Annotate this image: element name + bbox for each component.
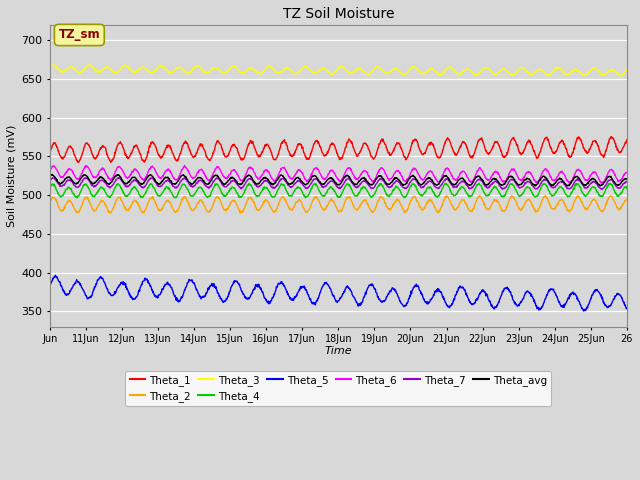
- Theta_4: [161, 187, 168, 192]
- Theta_3: [239, 70, 247, 76]
- Theta_4: [475, 180, 483, 186]
- Theta_7: [161, 180, 168, 185]
- Theta_1: [74, 159, 82, 165]
- Theta_avg: [555, 176, 563, 182]
- Theta_6: [504, 174, 511, 180]
- Theta_5: [623, 305, 630, 311]
- Theta_1: [46, 150, 54, 156]
- Theta_4: [429, 188, 436, 193]
- Theta_5: [504, 286, 511, 292]
- Theta_1: [429, 142, 436, 147]
- Theta_6: [598, 180, 605, 186]
- Theta_5: [429, 295, 436, 300]
- Theta_avg: [504, 176, 511, 182]
- Line: Theta_avg: Theta_avg: [50, 174, 627, 186]
- Theta_6: [429, 170, 436, 176]
- Theta_6: [160, 170, 168, 176]
- Theta_7: [623, 179, 630, 185]
- Theta_avg: [49, 171, 56, 177]
- Theta_2: [541, 193, 549, 199]
- Theta_1: [623, 137, 630, 143]
- Theta_2: [623, 196, 630, 202]
- Theta_4: [74, 195, 81, 201]
- Theta_1: [555, 142, 563, 148]
- Theta_1: [607, 133, 615, 139]
- X-axis label: Time: Time: [324, 346, 352, 356]
- Y-axis label: Soil Moisture (mV): Soil Moisture (mV): [7, 125, 17, 227]
- Line: Theta_5: Theta_5: [50, 275, 627, 311]
- Line: Theta_6: Theta_6: [50, 166, 627, 183]
- Theta_2: [174, 207, 182, 213]
- Theta_avg: [623, 176, 630, 182]
- Theta_3: [161, 65, 168, 71]
- Theta_3: [175, 64, 182, 70]
- Line: Theta_2: Theta_2: [50, 196, 627, 213]
- Legend: Theta_1, Theta_2, Theta_3, Theta_4, Theta_5, Theta_6, Theta_7, Theta_avg: Theta_1, Theta_2, Theta_3, Theta_4, Thet…: [125, 371, 551, 406]
- Line: Theta_4: Theta_4: [50, 183, 627, 198]
- Theta_1: [161, 148, 168, 154]
- Theta_7: [175, 182, 182, 188]
- Theta_6: [239, 177, 247, 182]
- Theta_7: [115, 175, 122, 180]
- Theta_7: [46, 178, 54, 183]
- Theta_2: [504, 202, 511, 207]
- Theta_4: [239, 192, 247, 197]
- Theta_1: [175, 156, 182, 161]
- Theta_5: [580, 308, 588, 314]
- Theta_3: [616, 73, 624, 79]
- Line: Theta_7: Theta_7: [50, 178, 627, 189]
- Theta_2: [237, 210, 244, 216]
- Theta_1: [239, 156, 247, 162]
- Theta_7: [504, 181, 511, 187]
- Theta_3: [46, 64, 54, 70]
- Theta_6: [180, 163, 188, 168]
- Theta_3: [86, 62, 93, 68]
- Theta_avg: [429, 179, 436, 184]
- Theta_3: [623, 66, 630, 72]
- Theta_1: [504, 150, 511, 156]
- Theta_4: [504, 185, 512, 191]
- Theta_2: [556, 198, 563, 204]
- Theta_avg: [161, 176, 168, 181]
- Theta_6: [46, 168, 54, 174]
- Theta_4: [175, 190, 182, 195]
- Theta_5: [239, 291, 247, 297]
- Theta_avg: [564, 183, 572, 189]
- Theta_6: [555, 171, 563, 177]
- Theta_6: [623, 170, 630, 176]
- Theta_7: [429, 180, 436, 186]
- Line: Theta_1: Theta_1: [50, 136, 627, 162]
- Theta_2: [239, 209, 247, 215]
- Theta_5: [555, 299, 563, 304]
- Theta_2: [160, 202, 168, 208]
- Theta_3: [555, 65, 563, 71]
- Theta_4: [623, 186, 630, 192]
- Title: TZ Soil Moisture: TZ Soil Moisture: [283, 7, 394, 21]
- Theta_5: [46, 282, 54, 288]
- Theta_3: [429, 66, 436, 72]
- Theta_5: [161, 282, 168, 288]
- Theta_2: [429, 200, 436, 205]
- Theta_7: [598, 186, 606, 192]
- Theta_avg: [46, 174, 54, 180]
- Theta_7: [239, 184, 247, 190]
- Theta_2: [46, 200, 54, 206]
- Theta_4: [46, 184, 54, 190]
- Theta_7: [555, 180, 563, 186]
- Theta_avg: [175, 178, 182, 183]
- Theta_avg: [239, 179, 247, 185]
- Theta_3: [504, 69, 511, 75]
- Text: TZ_sm: TZ_sm: [58, 28, 100, 41]
- Theta_4: [556, 185, 563, 191]
- Theta_5: [52, 272, 60, 278]
- Theta_6: [174, 177, 182, 182]
- Line: Theta_3: Theta_3: [50, 65, 627, 76]
- Theta_5: [175, 299, 182, 305]
